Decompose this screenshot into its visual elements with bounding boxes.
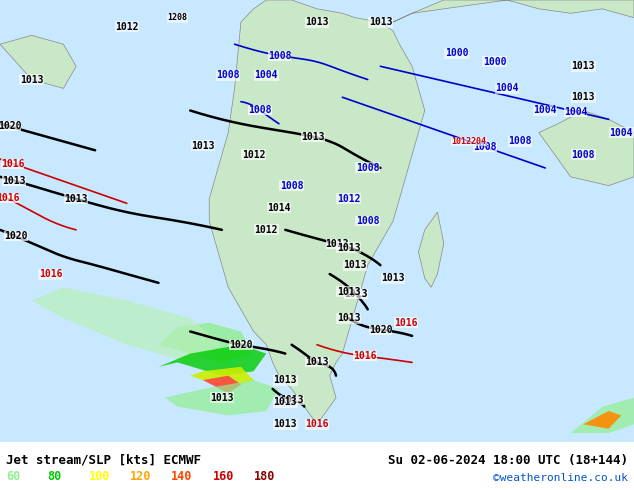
- Text: 1012204: 1012204: [451, 137, 487, 146]
- Text: 1016: 1016: [0, 194, 20, 203]
- Text: 1013: 1013: [381, 273, 405, 283]
- Text: ©weatheronline.co.uk: ©weatheronline.co.uk: [493, 473, 628, 483]
- Text: 1013: 1013: [273, 419, 297, 429]
- Text: 1020: 1020: [0, 122, 22, 131]
- Text: 1013: 1013: [306, 358, 329, 368]
- Text: 1013: 1013: [343, 260, 367, 270]
- Text: 160: 160: [212, 470, 234, 483]
- Text: 1016: 1016: [305, 419, 329, 429]
- Text: 1013: 1013: [210, 393, 234, 403]
- Text: 140: 140: [171, 470, 193, 483]
- Text: 1013: 1013: [368, 17, 392, 27]
- Text: 1013: 1013: [337, 287, 361, 297]
- Text: 1020: 1020: [369, 324, 392, 335]
- Text: 1016: 1016: [1, 159, 25, 169]
- Polygon shape: [32, 287, 222, 363]
- Text: 1008: 1008: [280, 181, 304, 191]
- Text: 1013: 1013: [280, 395, 304, 405]
- Text: 1008: 1008: [356, 163, 380, 173]
- Polygon shape: [418, 212, 444, 287]
- Text: 1008: 1008: [356, 216, 380, 226]
- Text: 1012: 1012: [254, 225, 278, 235]
- Text: 1000: 1000: [482, 57, 507, 67]
- Text: 1008: 1008: [249, 105, 272, 115]
- Text: 1016: 1016: [39, 269, 63, 279]
- Text: 1004: 1004: [495, 83, 519, 94]
- Text: 1013: 1013: [64, 194, 88, 204]
- Text: 1008: 1008: [216, 70, 240, 80]
- Polygon shape: [190, 367, 254, 389]
- Text: 1008: 1008: [268, 50, 291, 61]
- Text: 180: 180: [254, 470, 275, 483]
- Text: 100: 100: [89, 470, 110, 483]
- Text: 1008: 1008: [571, 149, 595, 160]
- Polygon shape: [165, 380, 279, 416]
- Text: 1013: 1013: [337, 313, 361, 323]
- Text: 1008: 1008: [474, 142, 497, 152]
- Text: 120: 120: [130, 470, 152, 483]
- Polygon shape: [393, 0, 634, 22]
- Text: 1013: 1013: [571, 61, 595, 72]
- Text: 1014: 1014: [267, 203, 291, 213]
- Text: 1012: 1012: [115, 22, 139, 31]
- Polygon shape: [539, 111, 634, 186]
- Text: 1013: 1013: [305, 17, 329, 27]
- Text: 1016: 1016: [394, 318, 418, 328]
- Text: 1013: 1013: [337, 243, 361, 252]
- Text: 1004: 1004: [533, 105, 557, 116]
- Text: 60: 60: [6, 470, 20, 483]
- Text: 1013: 1013: [344, 289, 368, 299]
- Text: 1208: 1208: [167, 13, 188, 22]
- Polygon shape: [158, 345, 266, 376]
- Polygon shape: [0, 35, 76, 88]
- Text: 1013: 1013: [571, 92, 595, 102]
- Text: 1013: 1013: [191, 141, 215, 151]
- Text: 1013: 1013: [301, 132, 325, 142]
- Polygon shape: [158, 322, 254, 363]
- Text: 1020: 1020: [230, 340, 253, 350]
- Text: 1008: 1008: [508, 136, 532, 147]
- Text: 1013: 1013: [273, 397, 297, 407]
- Text: 1004: 1004: [609, 127, 633, 138]
- Text: 1013: 1013: [3, 175, 26, 186]
- Text: 1004: 1004: [254, 70, 278, 80]
- Polygon shape: [197, 376, 241, 393]
- Text: 80: 80: [48, 470, 61, 483]
- Text: 1013: 1013: [273, 375, 297, 385]
- Text: 1004: 1004: [564, 107, 587, 117]
- Polygon shape: [571, 398, 634, 433]
- Text: 1016: 1016: [353, 351, 377, 361]
- Text: 1013: 1013: [20, 74, 44, 85]
- Polygon shape: [209, 0, 425, 424]
- Text: 1013: 1013: [326, 239, 349, 249]
- Text: 1020: 1020: [4, 231, 28, 242]
- Text: 1000: 1000: [444, 48, 469, 58]
- Text: 1012: 1012: [337, 194, 361, 204]
- Text: Su 02-06-2024 18:00 UTC (18+144): Su 02-06-2024 18:00 UTC (18+144): [387, 454, 628, 467]
- Text: Jet stream/SLP [kts] ECMWF: Jet stream/SLP [kts] ECMWF: [6, 454, 202, 467]
- Text: 1012: 1012: [242, 149, 266, 160]
- Polygon shape: [583, 411, 621, 429]
